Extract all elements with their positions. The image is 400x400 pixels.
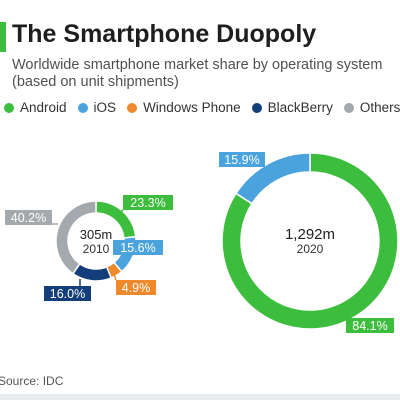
legend-label-windows-phone: Windows Phone bbox=[143, 100, 241, 115]
legend-swatch-android bbox=[4, 102, 14, 113]
donut-1-label-box-android bbox=[346, 318, 394, 333]
donut-0-label-box-android bbox=[123, 195, 173, 210]
donut-1-label-connector-android bbox=[344, 315, 347, 319]
legend-swatch-blackberry bbox=[251, 102, 262, 113]
donut-0-slice-others bbox=[55, 200, 97, 275]
chart-subtitle: Worldwide smartphone market share by ope… bbox=[12, 57, 383, 90]
donut-0-label-blackberry: 16.0% bbox=[50, 287, 85, 301]
donut-1-label-android: 84.1% bbox=[352, 319, 387, 333]
legend-item-ios: iOS bbox=[77, 100, 117, 115]
title-accent-bar bbox=[0, 22, 6, 52]
donut-1-slice-ios bbox=[234, 152, 311, 205]
donut-0-label-box-blackberry bbox=[44, 286, 91, 301]
donut-1-center-value: 1,292m bbox=[285, 226, 335, 243]
legend-item-blackberry: BlackBerry bbox=[251, 100, 333, 115]
donut-0-label-others: 40.2% bbox=[11, 211, 46, 225]
donut-1-label-ios: 15.9% bbox=[224, 153, 259, 167]
donut-0-center-year: 2010 bbox=[83, 242, 110, 256]
legend-label-blackberry: BlackBerry bbox=[267, 100, 333, 115]
donut-0-label-connector-windows-phone bbox=[112, 270, 117, 281]
donut-0-label-box-ios bbox=[113, 240, 163, 255]
donut-0-label-windows-phone: 4.9% bbox=[122, 281, 151, 295]
legend-item-android: Android bbox=[4, 100, 67, 115]
chart-title: The Smartphone Duopoly bbox=[12, 20, 317, 48]
donut-1-slice-android bbox=[221, 152, 399, 330]
legend-label-others: Others bbox=[359, 100, 400, 115]
donut-0-center-value: 305m bbox=[80, 227, 113, 242]
donut-0-label-box-windows-phone bbox=[116, 280, 156, 295]
legend-label-ios: iOS bbox=[93, 100, 117, 115]
donut-0-label-connector-android bbox=[117, 209, 124, 215]
legend-item-windows-phone: Windows Phone bbox=[127, 100, 241, 115]
donut-1-center-year: 2020 bbox=[297, 242, 324, 256]
donut-0-label-android: 23.3% bbox=[130, 196, 165, 210]
legend-item-others: Others bbox=[343, 100, 400, 115]
donut-0-label-ios: 15.6% bbox=[120, 241, 155, 255]
footer-strip bbox=[0, 394, 400, 400]
legend: Android iOS Windows Phone BlackBerry Oth… bbox=[4, 100, 400, 115]
donut-1-label-box-ios bbox=[219, 152, 265, 167]
legend-swatch-windows-phone bbox=[127, 102, 138, 113]
legend-swatch-others bbox=[343, 102, 354, 113]
donut-0-label-box-others bbox=[5, 210, 52, 225]
legend-swatch-ios bbox=[77, 102, 88, 113]
legend-label-android: Android bbox=[20, 100, 67, 115]
source-note: Source: IDC bbox=[0, 374, 64, 388]
